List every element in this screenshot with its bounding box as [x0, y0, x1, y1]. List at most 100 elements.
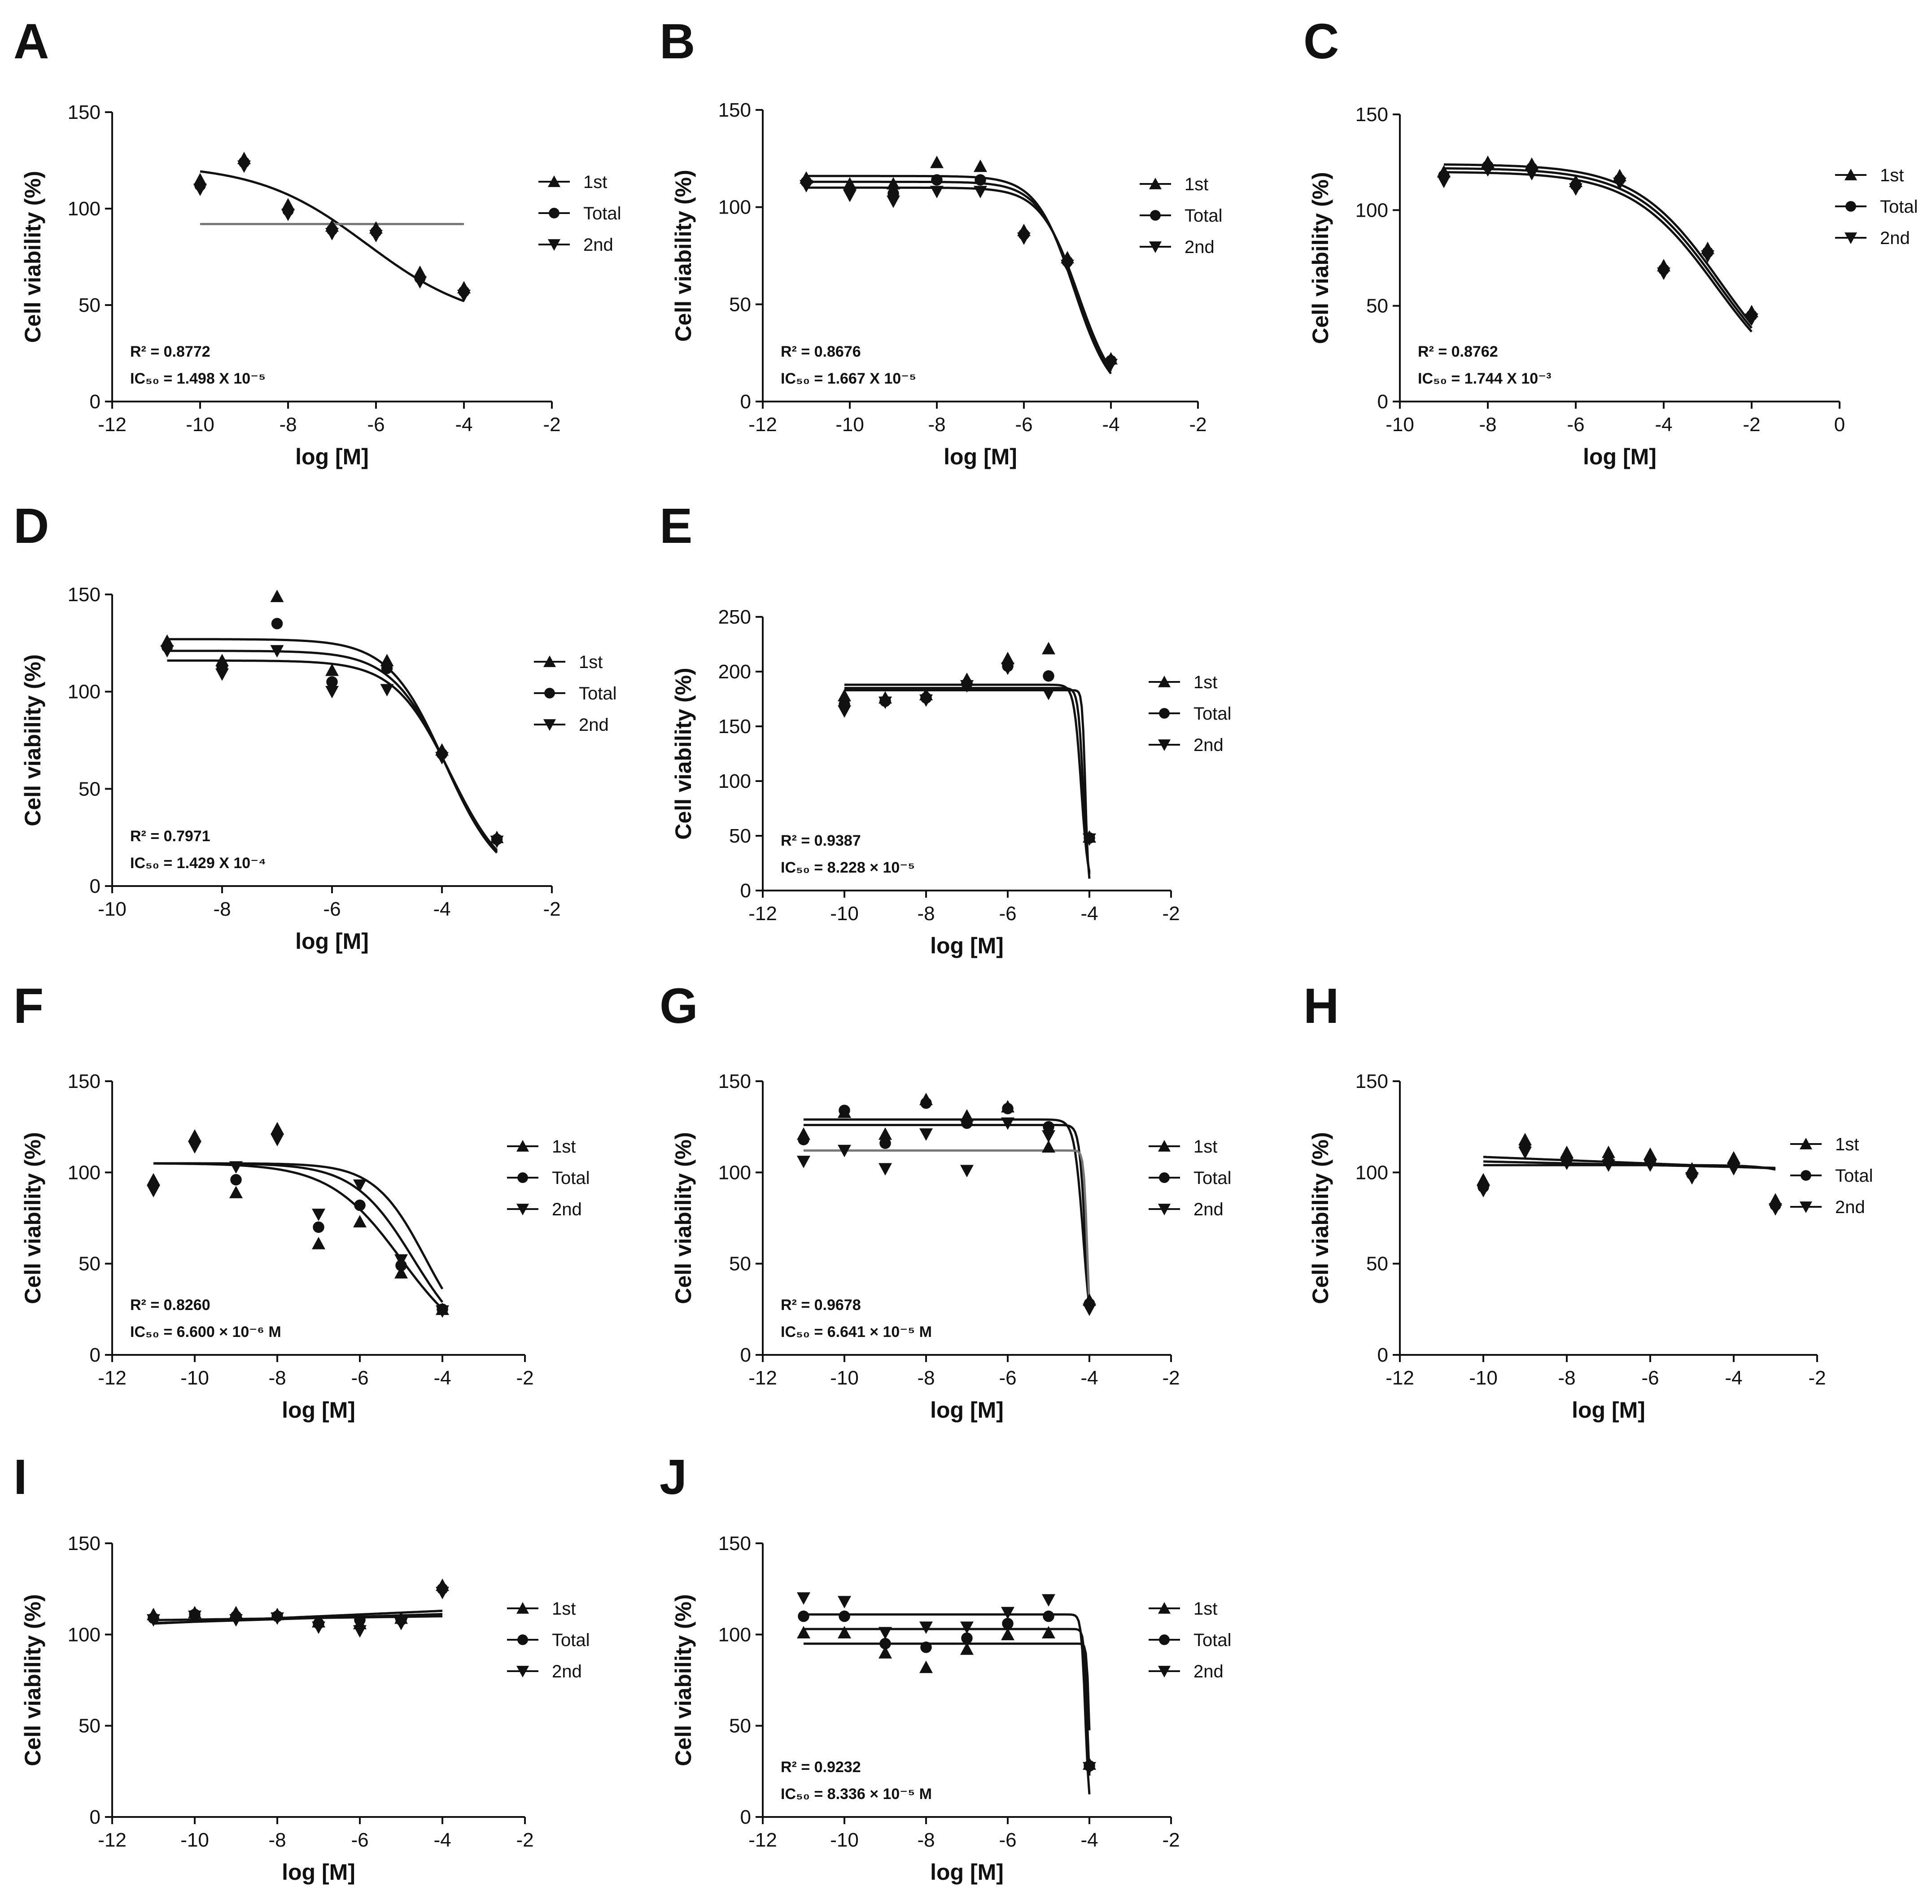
panel-b-point-2nd	[1104, 358, 1118, 371]
panel-e-legend-label-1st: 1st	[1193, 673, 1217, 692]
panel-a-r-squared: R² = 0.8772	[130, 343, 210, 360]
panel-c-y-tick-label: 0	[1377, 391, 1388, 413]
panel-d-y-tick-label: 0	[90, 875, 101, 897]
panel-i-y-axis-title: Cell viability (%)	[20, 1594, 45, 1766]
panel-i-point-2nd	[271, 1612, 284, 1625]
panel-a-ic50: IC₅₀ = 1.498 X 10⁻⁵	[130, 370, 266, 387]
panel-a-x-tick-label: -10	[186, 414, 214, 436]
panel-h-x-tick-label: -2	[1808, 1367, 1826, 1389]
panel-h-x-tick-label: -8	[1558, 1367, 1575, 1389]
panel-f-point-2nd	[312, 1209, 325, 1221]
panel-g-point-2nd	[1001, 1117, 1014, 1130]
panel-j-y-tick-label: 0	[740, 1806, 751, 1828]
panel-c-fit-curve-3	[1443, 171, 1753, 333]
panel-d-x-tick-label: -10	[98, 898, 127, 920]
panel-h-point-2nd	[1602, 1159, 1615, 1172]
panel-b-point-total	[975, 174, 986, 186]
panel-b-x-axis-title: log [M]	[944, 444, 1017, 469]
panel-i-fit-curve-3	[153, 1610, 443, 1625]
panel-d-ic50: IC₅₀ = 1.429 X 10⁻⁴	[130, 855, 266, 872]
panel-c-y-tick-label: 150	[1355, 104, 1388, 126]
panel-h-point-2nd	[1727, 1163, 1740, 1176]
panel-c-x-tick-label: -8	[1479, 414, 1496, 436]
panel-b-r-squared: R² = 0.8676	[781, 343, 861, 360]
panel-e-x-tick-label: -8	[917, 903, 935, 925]
panel-f-x-tick-label: -2	[516, 1367, 533, 1389]
panel-j-fit-curve-1	[804, 1613, 1091, 1795]
panel-d-y-tick-label: 50	[79, 778, 101, 800]
panel-a-letter: A	[13, 14, 49, 69]
panel-e-point-total	[1043, 670, 1054, 682]
panel-a-x-axis-title: log [M]	[295, 444, 369, 469]
panel-e-fit-curve-2	[844, 687, 1091, 874]
panel-j-fit-curve-3	[804, 1642, 1091, 1730]
panel-g-fit-curve-2	[804, 1124, 1091, 1309]
panel-j-x-tick-label: -2	[1162, 1829, 1180, 1851]
panel-g-y-tick-label: 150	[718, 1070, 751, 1092]
panel-i-x-tick-label: -12	[98, 1829, 127, 1851]
panel-e-x-axis-title: log [M]	[930, 933, 1004, 958]
panel-a-y-tick-label: 100	[68, 198, 101, 220]
panel-c-point-2nd	[1525, 168, 1539, 181]
panel-f-x-tick-label: -10	[180, 1367, 209, 1389]
panel-d-x-axis-title: log [M]	[295, 929, 369, 954]
panel-d-y-tick-label: 150	[68, 584, 101, 606]
panel-g-point-total	[839, 1105, 850, 1116]
panel-i-y-tick-label: 0	[90, 1806, 101, 1828]
panel-b-point-total	[931, 174, 943, 186]
panel-a-point-2nd	[413, 276, 427, 289]
panel-f-x-tick-label: -12	[98, 1367, 127, 1389]
panel-d-y-tick-label: 100	[68, 681, 101, 703]
panel-b-legend-marker-2nd	[1149, 241, 1162, 253]
panel-e-legend-marker-2nd	[1158, 739, 1171, 751]
panel-c-y-axis-title: Cell viability (%)	[1308, 172, 1333, 344]
panel-h-point-2nd	[1518, 1146, 1532, 1159]
panel-c-fit-curve-1	[1444, 163, 1753, 325]
panel-j-legend-label-total: Total	[1193, 1630, 1232, 1650]
panel-j-point-total	[839, 1610, 850, 1622]
panel-j-legend-label-2nd: 2nd	[1193, 1662, 1224, 1681]
panel-e-letter: E	[660, 498, 692, 554]
panel-g-legend-marker-2nd	[1158, 1204, 1171, 1215]
panel-h-legend-label-total: Total	[1835, 1166, 1873, 1186]
panel-g-y-tick-label: 50	[729, 1253, 751, 1275]
panel-i-legend-marker-2nd	[516, 1666, 529, 1677]
panel-d-x-tick-label: -8	[213, 898, 231, 920]
panel-c: C 0 50 100 150 -10 -8 -6 -4 -2 0 log [M] Cell viabil…	[1303, 14, 1918, 469]
panel-g-x-axis-title: log [M]	[930, 1397, 1004, 1423]
panel-g-x-tick-label: -4	[1080, 1367, 1098, 1389]
panel-j-legend-marker-2nd	[1158, 1666, 1171, 1677]
panel-i-legend-marker-1st	[516, 1602, 529, 1614]
panel-b-y-tick-label: 100	[718, 197, 751, 218]
panel-f-letter: F	[13, 978, 44, 1034]
panel-e-legend-marker-1st	[1158, 676, 1171, 687]
panel-f-x-tick-label: -6	[351, 1367, 368, 1389]
panel-g-x-tick-label: -10	[830, 1367, 859, 1389]
panel-e-x-tick-label: -10	[830, 903, 859, 925]
panel-d: D 0 50 100 150 -10 -8 -6 -4 -2 log [M] Cell viabili…	[13, 498, 617, 954]
panel-b-x-tick-label: -10	[835, 414, 864, 436]
panel-f-legend-label-1st: 1st	[552, 1137, 576, 1157]
panel-e-legend-label-total: Total	[1193, 704, 1232, 724]
panel-h-point-2nd	[1477, 1185, 1490, 1197]
panel-g-r-squared: R² = 0.9678	[781, 1297, 861, 1314]
panel-b-legend-label-total: Total	[1185, 206, 1223, 226]
panel-h-point-2nd	[1644, 1159, 1657, 1172]
panel-d-x-tick-label: -4	[433, 898, 450, 920]
panel-j-point-2nd	[1083, 1762, 1096, 1775]
panel-c-x-tick-label: -10	[1386, 414, 1414, 436]
panel-g-point-total	[920, 1097, 932, 1109]
panel-j: J 0 50 100 150 -12 -10 -8 -6 -4 -2 log [M] Cell viab…	[660, 1450, 1232, 1885]
panel-a-point-2nd	[237, 160, 251, 173]
panel-d-point-2nd	[435, 752, 449, 764]
panel-b-legend-marker-1st	[1149, 178, 1162, 189]
panel-e-point-2nd	[1083, 833, 1096, 846]
panel-d-point-2nd	[380, 684, 394, 697]
panel-e-ic50: IC₅₀ = 8.228 × 10⁻⁵	[781, 859, 915, 876]
panel-h-y-tick-label: 100	[1355, 1162, 1388, 1183]
panel-i-y-tick-label: 100	[68, 1624, 101, 1646]
panel-j-r-squared: R² = 0.9232	[781, 1759, 861, 1776]
panel-g-point-2nd	[960, 1165, 974, 1178]
panel-h-point-1st	[1560, 1145, 1574, 1158]
panel-d-point-1st	[380, 654, 394, 667]
